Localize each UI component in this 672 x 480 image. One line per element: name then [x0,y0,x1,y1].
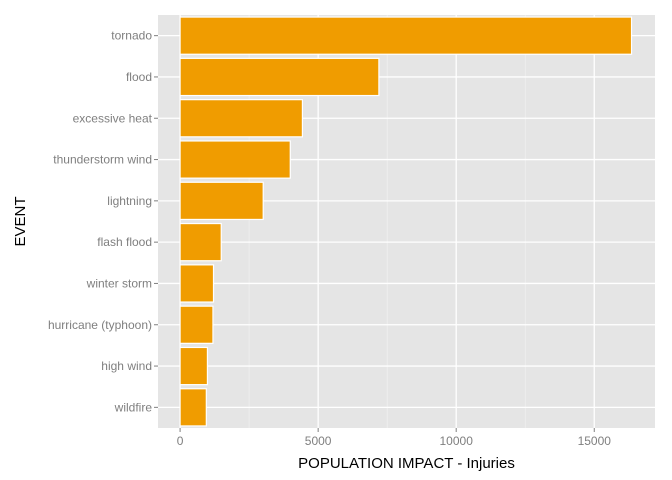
x-tick-label: 0 [177,434,184,448]
y-axis-ticks: tornado flood excessive heat thunderstorm w… [48,29,158,414]
x-tick-label: 10000 [440,434,474,448]
bar-tornado [179,16,633,55]
x-axis-title: POPULATION IMPACT - Injuries [298,455,515,472]
bar-excessive-heat [179,99,304,138]
x-tick-label: 5000 [305,434,332,448]
x-tick-label: 15000 [578,434,612,448]
bars [179,16,633,427]
x-axis-ticks: 0 5000 10000 15000 [177,428,612,448]
bar-thunderstorm-wind [179,140,291,179]
bar-flash-flood [179,222,222,262]
y-tick-label: winter storm [86,276,152,290]
bar-hurricane-typhoon [179,305,214,344]
bar-wildfire [179,388,207,427]
y-tick-label: flash flood [97,235,152,249]
y-tick-label: hurricane (typhoon) [48,318,152,332]
y-tick-label: thunderstorm wind [53,153,152,167]
bar-high-wind [179,346,209,386]
y-tick-label: wildfire [114,400,153,414]
y-tick-label: flood [126,70,152,84]
bar-winter-storm [179,264,215,303]
y-axis-title: EVENT [12,196,29,246]
y-tick-label: excessive heat [73,111,153,125]
y-tick-label: lightning [107,194,152,208]
y-tick-label: tornado [111,29,152,43]
bar-lightning [179,181,264,221]
y-tick-label: high wind [101,359,152,373]
bar-flood [179,57,380,97]
